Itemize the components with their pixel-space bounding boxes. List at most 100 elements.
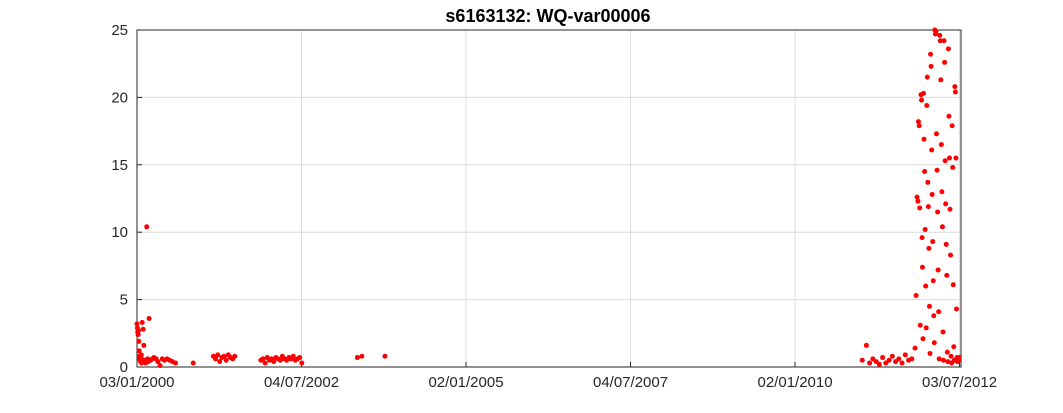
data-point xyxy=(941,357,947,363)
data-point xyxy=(902,352,908,358)
data-point xyxy=(135,332,141,338)
x-tick-label: 02/01/2010 xyxy=(758,374,833,391)
data-point xyxy=(359,353,365,359)
data-point xyxy=(931,340,937,346)
data-point xyxy=(232,353,238,359)
data-point xyxy=(262,360,268,366)
data-point xyxy=(930,239,936,245)
data-point xyxy=(136,338,142,344)
data-point xyxy=(943,201,949,207)
data-point xyxy=(139,320,145,326)
data-point xyxy=(146,315,152,321)
data-point xyxy=(952,84,958,90)
data-point xyxy=(948,252,954,258)
data-point xyxy=(889,353,895,359)
data-point xyxy=(923,325,929,331)
y-tick-label: 20 xyxy=(111,89,128,106)
data-point xyxy=(929,147,935,153)
data-point xyxy=(933,131,939,137)
data-point xyxy=(933,28,939,34)
data-point xyxy=(938,142,944,148)
data-point xyxy=(136,348,142,354)
data-point xyxy=(915,198,921,204)
data-point xyxy=(912,345,918,351)
data-point xyxy=(190,360,196,366)
data-point xyxy=(920,336,926,342)
data-point xyxy=(928,51,934,57)
data-point xyxy=(936,309,942,315)
y-tick-label: 5 xyxy=(120,292,128,309)
data-point xyxy=(945,46,951,52)
data-point xyxy=(921,90,927,96)
data-point xyxy=(913,293,919,299)
data-point xyxy=(929,191,935,197)
data-point xyxy=(937,32,943,38)
data-point xyxy=(939,224,945,230)
data-point xyxy=(260,356,266,362)
data-point xyxy=(948,353,954,359)
data-point xyxy=(922,227,928,232)
data-point xyxy=(876,361,882,367)
data-point xyxy=(271,359,277,365)
data-point xyxy=(953,155,959,161)
data-point xyxy=(931,313,937,319)
tick-labels: 03/01/2000 04/07/2002 02/01/2005 04/07/2007… xyxy=(99,22,997,391)
data-point xyxy=(944,349,950,355)
data-point xyxy=(221,353,227,359)
data-point xyxy=(299,360,305,366)
data-point xyxy=(951,344,957,350)
data-point xyxy=(919,264,925,270)
data-point xyxy=(927,351,933,357)
y-tick-label: 0 xyxy=(120,359,128,376)
data-point xyxy=(940,329,946,335)
data-point xyxy=(924,74,930,80)
data-point xyxy=(926,303,932,309)
data-point xyxy=(917,205,923,211)
data-point xyxy=(949,123,955,129)
data-point xyxy=(922,169,928,175)
data-point xyxy=(919,235,925,241)
data-point xyxy=(886,357,892,363)
data-point xyxy=(141,342,147,348)
data-point xyxy=(935,209,941,215)
data-point xyxy=(290,353,296,359)
data-point xyxy=(954,306,959,312)
data-point xyxy=(144,224,150,230)
data-point xyxy=(867,360,873,366)
x-tick-label: 04/07/2007 xyxy=(593,374,668,391)
data-point xyxy=(946,113,952,119)
data-point xyxy=(277,357,283,363)
data-point xyxy=(925,179,931,185)
data-point xyxy=(914,194,920,200)
y-tick-label: 15 xyxy=(111,157,128,174)
data-point xyxy=(950,165,956,170)
axis-ticks xyxy=(136,29,961,368)
data-point xyxy=(924,102,930,108)
data-point xyxy=(923,283,929,289)
x-tick-label: 04/07/2002 xyxy=(264,374,339,391)
data-point xyxy=(930,278,936,284)
data-point xyxy=(215,352,221,358)
data-point xyxy=(140,326,146,332)
data-point xyxy=(947,206,953,212)
data-point xyxy=(937,38,943,44)
data-point xyxy=(945,359,951,365)
data-point xyxy=(157,363,163,369)
data-point xyxy=(950,282,956,288)
x-tick-label: 02/01/2005 xyxy=(428,374,503,391)
data-point xyxy=(909,356,915,362)
data-point xyxy=(956,355,962,361)
data-point xyxy=(928,63,934,69)
data-point xyxy=(155,359,161,365)
data-point xyxy=(939,189,945,195)
data-point xyxy=(936,356,942,362)
data-point xyxy=(863,342,869,348)
data-points xyxy=(134,27,962,369)
data-point xyxy=(223,357,229,363)
data-point xyxy=(946,155,952,161)
data-point xyxy=(135,328,141,334)
data-point xyxy=(926,245,932,251)
data-point xyxy=(934,167,940,173)
plot-area-frame xyxy=(136,29,962,368)
